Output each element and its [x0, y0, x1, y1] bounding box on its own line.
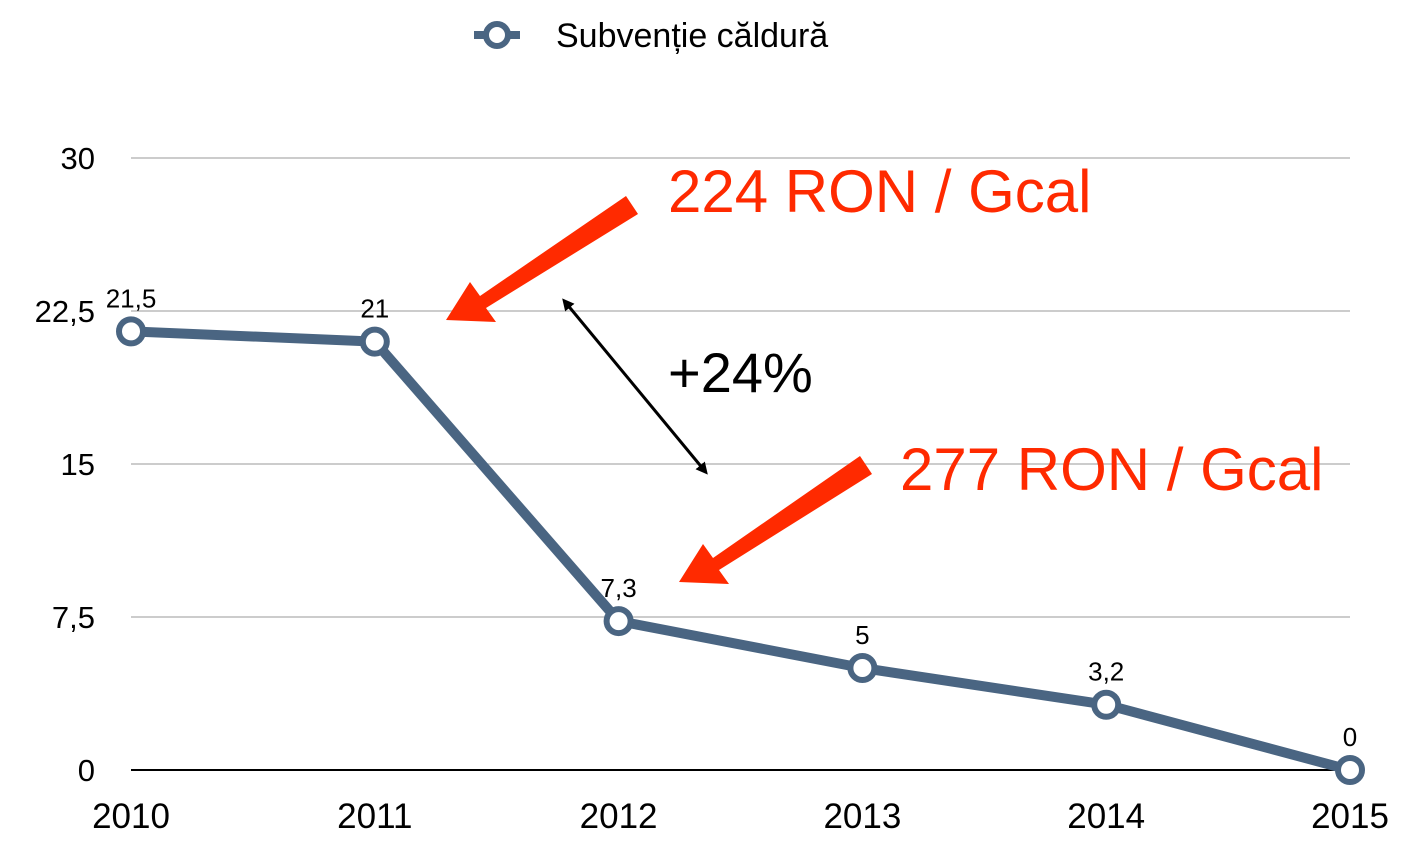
point: [847, 653, 878, 683]
y-tick-label: 0: [78, 753, 95, 788]
red-arrow: [679, 456, 872, 584]
series-line: [130, 326, 1352, 775]
x-tick-label: 2013: [823, 797, 901, 836]
legend-label: Subvenție căldură: [556, 17, 828, 55]
data-label: 21: [360, 294, 389, 324]
point: [1335, 755, 1365, 785]
point: [359, 326, 390, 357]
point: [116, 316, 146, 347]
double-arrow: [562, 298, 708, 475]
annotation: 277 RON / Gcal: [900, 436, 1324, 503]
y-tick-label: 22,5: [35, 294, 95, 329]
annotation: 224 RON / Gcal: [668, 158, 1092, 225]
data-label: 7,3: [601, 573, 637, 603]
data-label: 5: [855, 620, 869, 650]
point: [603, 606, 634, 637]
plot: 21,5 21 7,3 5 3,2 0: [106, 283, 1365, 785]
x-tick-label: 2012: [580, 797, 658, 836]
y-tick-label: 15: [61, 447, 95, 482]
red-arrow: [446, 196, 638, 322]
y-tick-label: 30: [61, 141, 95, 176]
x-tick-label: 2010: [92, 797, 170, 836]
grid: 0 7,5 15 22,5 30 2010 2011 2012 2013 2014 2015: [35, 141, 1389, 836]
point: [1091, 689, 1122, 720]
legend-marker: [483, 21, 511, 49]
data-label: 3,2: [1088, 657, 1124, 687]
x-tick-label: 2014: [1067, 797, 1145, 836]
annotation: +24%: [668, 341, 813, 404]
annotation-arrows: [446, 196, 872, 584]
x-tick-label: 2011: [337, 797, 412, 836]
x-tick-label: 2015: [1311, 797, 1389, 836]
data-label: 0: [1343, 722, 1357, 752]
data-label: 21,5: [106, 283, 157, 313]
y-tick-label: 7,5: [52, 600, 95, 635]
legend: Subvenție căldură: [474, 17, 828, 55]
